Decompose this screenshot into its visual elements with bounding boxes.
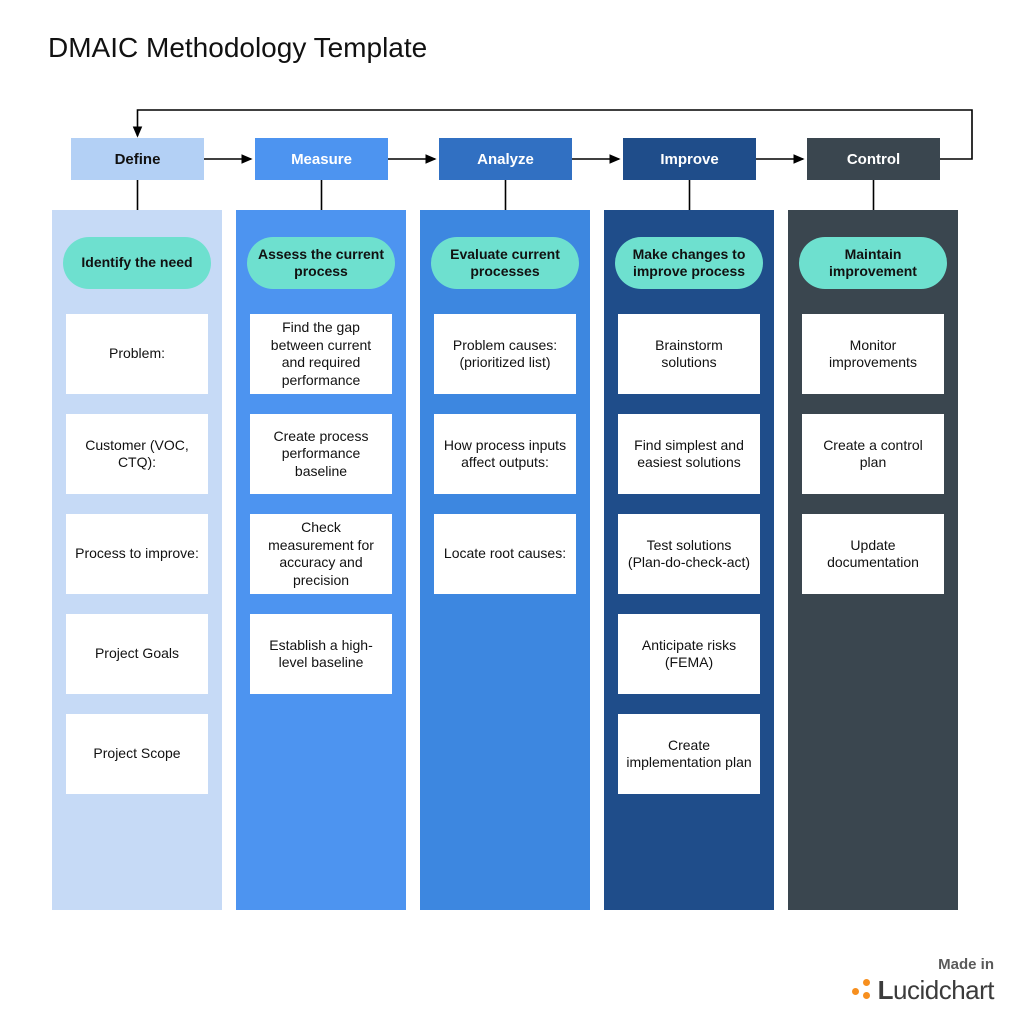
card-improve-1: Find simplest and easiest solutions	[618, 414, 760, 494]
phase-pill-define: Identify the need	[63, 237, 211, 289]
phase-pill-improve: Make changes to improve process	[615, 237, 763, 289]
card-improve-3: Anticipate risks (FEMA)	[618, 614, 760, 694]
card-measure-2: Check measurement for accuracy and preci…	[250, 514, 392, 594]
card-define-0: Problem:	[66, 314, 208, 394]
card-control-2: Update documentation	[802, 514, 944, 594]
phase-pill-measure: Assess the current process	[247, 237, 395, 289]
footer-branding: Made in Lucidchart	[852, 956, 994, 1006]
card-improve-4: Create implementation plan	[618, 714, 760, 794]
card-define-1: Customer (VOC, CTQ):	[66, 414, 208, 494]
footer-brand: Lucidchart	[852, 975, 994, 1006]
phase-header-improve: Improve	[623, 138, 756, 180]
card-improve-0: Brainstorm solutions	[618, 314, 760, 394]
card-improve-2: Test solutions (Plan-do-check-act)	[618, 514, 760, 594]
card-define-2: Process to improve:	[66, 514, 208, 594]
card-analyze-0: Problem causes: (prioritized list)	[434, 314, 576, 394]
phase-header-measure: Measure	[255, 138, 388, 180]
card-measure-3: Establish a high-level baseline	[250, 614, 392, 694]
card-measure-1: Create process performance baseline	[250, 414, 392, 494]
phase-header-control: Control	[807, 138, 940, 180]
lucidchart-logo-icon	[852, 979, 874, 1001]
card-define-3: Project Goals	[66, 614, 208, 694]
footer-madein-label: Made in	[852, 956, 994, 973]
phase-header-analyze: Analyze	[439, 138, 572, 180]
card-define-4: Project Scope	[66, 714, 208, 794]
card-analyze-2: Locate root causes:	[434, 514, 576, 594]
dmaic-diagram: { "title": "DMAIC Methodology Template",…	[0, 0, 1024, 1024]
card-measure-0: Find the gap between current and require…	[250, 314, 392, 394]
phase-pill-analyze: Evaluate current processes	[431, 237, 579, 289]
card-control-0: Monitor improvements	[802, 314, 944, 394]
phase-header-define: Define	[71, 138, 204, 180]
card-analyze-1: How process inputs affect outputs:	[434, 414, 576, 494]
phase-pill-control: Maintain improvement	[799, 237, 947, 289]
card-control-1: Create a control plan	[802, 414, 944, 494]
page-title: DMAIC Methodology Template	[48, 32, 427, 64]
